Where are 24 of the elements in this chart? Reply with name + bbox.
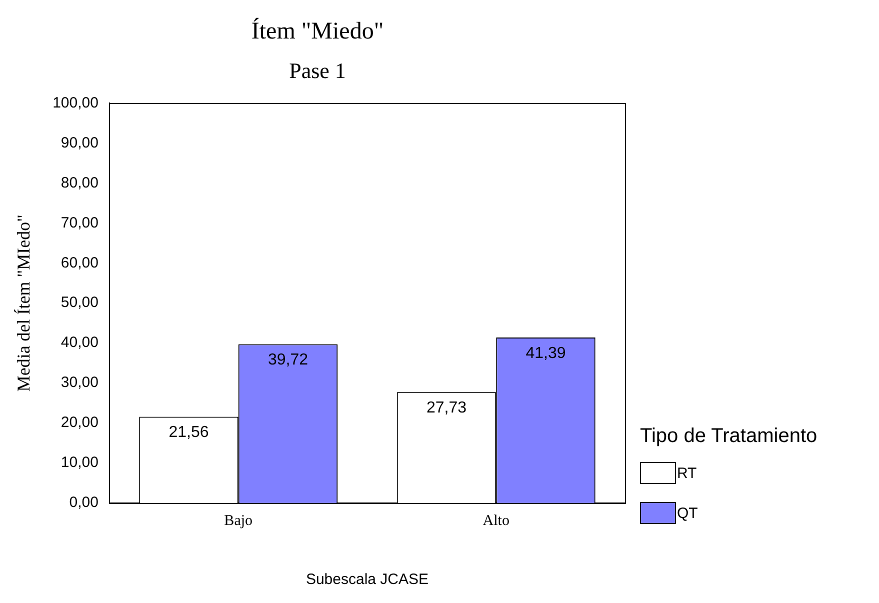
chart-subtitle: Pase 1 — [289, 58, 346, 83]
x-axis-title: Subescala JCASE — [306, 571, 429, 588]
y-tick-label: 70,00 — [60, 214, 98, 232]
y-tick-label: 90,00 — [60, 134, 98, 152]
y-tick-label: 20,00 — [60, 414, 98, 432]
legend-title: Tipo de Tratamiento — [640, 425, 818, 448]
data-label: 39,72 — [268, 352, 308, 369]
y-tick-label: 30,00 — [60, 374, 98, 392]
y-tick-label: 60,00 — [60, 254, 98, 272]
x-tick-label: Alto — [482, 512, 510, 529]
legend-label: QT — [677, 504, 698, 522]
y-tick-label: 100,00 — [52, 94, 98, 112]
y-tick-label: 40,00 — [60, 334, 98, 352]
y-axis-title: Media del Ítem "MIedo" — [14, 214, 34, 392]
y-tick-label: 80,00 — [60, 174, 98, 192]
data-label: 21,56 — [168, 424, 209, 442]
chart-title: Ítem "Miedo" — [251, 18, 384, 45]
y-tick-label: 50,00 — [60, 294, 98, 312]
data-label: 27,73 — [426, 400, 467, 417]
y-tick-label: 10,00 — [60, 454, 98, 472]
legend-label: RT — [677, 464, 697, 482]
data-label: 41,39 — [526, 344, 566, 362]
x-tick-label: Bajo — [224, 512, 253, 529]
y-tick-label: 0,00 — [69, 494, 98, 512]
